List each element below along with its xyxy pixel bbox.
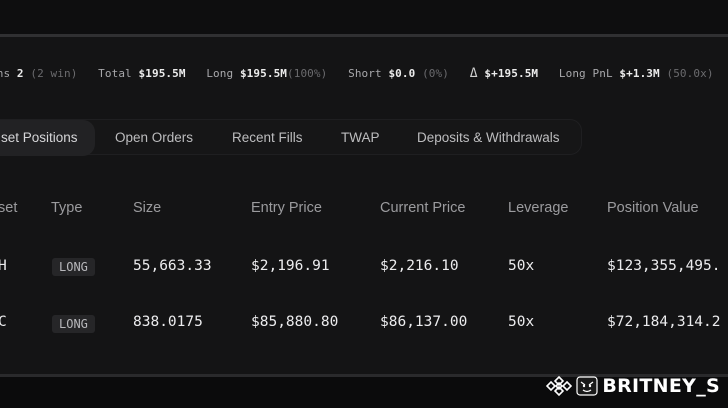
column-header-type[interactable]: Type [51, 200, 83, 216]
asset-cell[interactable]: H [0, 258, 7, 274]
column-header-current-price[interactable]: Current Price [380, 200, 466, 216]
tiger-avatar-icon [576, 376, 598, 396]
size-cell: 838.0175 [133, 314, 203, 330]
tab-twap[interactable]: TWAP [341, 130, 380, 145]
positions-sub: (2 win) [30, 67, 78, 80]
bottom-divider [0, 374, 728, 377]
watermark-text: BRITNEY_S [602, 375, 720, 397]
long-label: Long [206, 67, 234, 80]
position-type-badge: LONG [52, 258, 95, 276]
position-type-badge: LONG [52, 315, 95, 333]
column-header-entry-price[interactable]: Entry Price [251, 200, 322, 216]
binance-logo-icon [546, 375, 573, 397]
entry-price-cell: $2,196.91 [251, 258, 330, 274]
long-pnl-label: Long PnL [558, 67, 613, 80]
top-divider [0, 34, 728, 37]
asset-cell[interactable]: C [0, 314, 7, 330]
bottom-area [0, 377, 728, 408]
short-value: $0.0 [388, 67, 416, 80]
long-value: $195.5M [239, 67, 288, 80]
summary-stats: ens 2 (2 win) Total $195.5M Long $195.5M… [0, 66, 728, 81]
long-pnl-stat: Long PnL $+1.3M (50.0x) [559, 67, 714, 80]
leverage-cell: 50x [508, 314, 535, 330]
position-value-cell: $72,184,314.2 [607, 314, 721, 330]
short-label: Short [348, 67, 382, 80]
long-stat: Long $195.5M(100%) [206, 67, 327, 80]
delta-stat: Δ $+195.5M [470, 66, 538, 81]
positions-value: 2 [16, 67, 24, 80]
position-value-cell: $123,355,495. [607, 258, 721, 274]
positions-panel [0, 37, 728, 375]
short-sub: (0%) [422, 67, 449, 80]
delta-value: $+195.5M [484, 67, 539, 80]
total-stat: Total $195.5M [98, 67, 185, 80]
current-price-cell: $2,216.10 [380, 258, 459, 274]
size-cell: 55,663.33 [133, 258, 212, 274]
total-value: $195.5M [138, 67, 186, 80]
column-header-asset[interactable]: set [0, 200, 18, 216]
tab-recent-fills[interactable]: Recent Fills [232, 130, 303, 145]
total-label: Total [98, 67, 132, 80]
current-price-cell: $86,137.00 [380, 314, 468, 330]
tab-open-orders[interactable]: Open Orders [115, 130, 194, 145]
short-stat: Short $0.0 (0%) [348, 67, 449, 80]
tab-asset-positions[interactable]: set Positions [0, 120, 95, 156]
long-sub: (100%) [287, 67, 328, 80]
positions-label: ens [0, 67, 11, 80]
column-header-position-value[interactable]: Position Value [607, 200, 699, 216]
column-header-leverage[interactable]: Leverage [508, 200, 569, 216]
positions-tabs: set Positions Open Orders Recent Fills T… [0, 119, 582, 156]
tab-deposits-withdrawals[interactable]: Deposits & Withdrawals [417, 130, 560, 145]
column-header-size[interactable]: Size [133, 200, 162, 216]
leverage-cell: 50x [508, 258, 535, 274]
watermark: BRITNEY_S [546, 372, 720, 400]
delta-icon: Δ [469, 66, 478, 81]
long-pnl-value: $+1.3M [619, 67, 660, 80]
entry-price-cell: $85,880.80 [251, 314, 339, 330]
long-pnl-sub: (50.0x) [666, 67, 714, 80]
top-bar [0, 0, 728, 34]
positions-count-stat: ens 2 (2 win) [0, 67, 77, 80]
